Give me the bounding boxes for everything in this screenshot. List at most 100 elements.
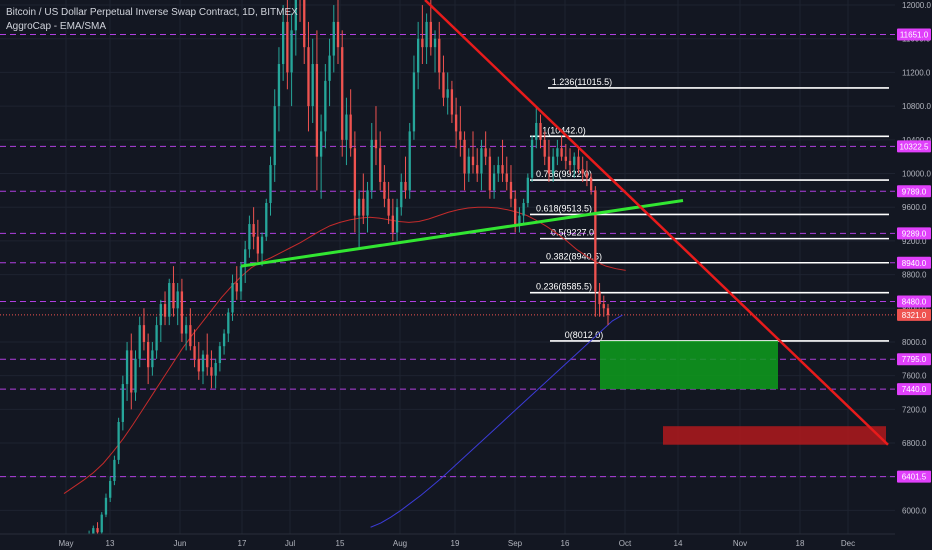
candle-body-59 [315,64,319,157]
candle-body-65 [341,47,344,140]
candle-body-66 [345,114,348,140]
candle-body-9 [104,497,108,515]
candle-body-92 [454,114,458,132]
level-badge-label-2: 9789.0 [902,187,927,196]
y-axis: 6000.06400.06800.07200.07600.08000.08400… [895,0,932,550]
candle-body-41 [239,266,243,292]
candle-body-100 [488,156,492,191]
candles [67,0,610,550]
fib-label-4: 0.5(9227.0) [551,228,597,238]
candle-body-42 [244,249,247,267]
candle-body-58 [311,64,314,107]
y-tick-label-2: 6800.0 [902,439,927,448]
candle-body-10 [109,480,112,498]
x-tick-label-9: 16 [561,539,570,548]
candle-body-30 [193,346,196,359]
x-tick-label-6: Aug [393,539,407,548]
x-tick-label-5: 15 [336,539,345,548]
y-tick-label-9: 9600.0 [902,203,927,212]
level-badge-bg-8 [897,470,931,483]
level-badge-bg-7 [897,383,931,396]
level-badge-label-3: 9289.0 [902,229,927,238]
candle-body-24 [168,283,171,317]
candle-body-18 [142,325,146,342]
fib-label-2: 0.786(9922.0) [536,169,592,179]
candle-body-78 [395,207,399,233]
candle-body-110 [530,139,534,178]
candle-body-88 [438,38,441,73]
x-tick-label-14: Dec [841,539,855,548]
level-badge-bg-5 [897,295,931,308]
candle-body-69 [357,198,361,216]
x-tick-label-12: Nov [733,539,747,548]
candle-body-112 [539,122,542,140]
candle-body-71 [366,190,369,216]
candle-body-72 [370,139,373,191]
support-trendline [240,198,684,268]
candle-body-17 [138,325,141,359]
candle-body-106 [514,198,517,225]
candle-body-67 [349,114,352,149]
candle-body-64 [336,21,340,48]
candle-body-87 [433,38,437,48]
candle-body-101 [492,173,496,191]
candle-body-90 [446,89,449,98]
candle-body-128 [606,308,610,315]
candle-body-25 [172,283,175,309]
candle-body-104 [505,173,508,182]
candle-body-15 [130,350,133,393]
candle-body-44 [252,224,255,237]
x-tick-label-3: 17 [238,539,247,548]
candle-body-8 [100,514,103,533]
candle-body-79 [400,181,403,208]
candle-body-12 [117,421,120,460]
y-tick-label-13: 11200.0 [902,68,931,77]
candle-body-14 [125,350,129,385]
candle-body-45 [256,236,260,254]
y-tick-label-0: 6000.0 [902,506,927,515]
current-price-badge-bg [897,308,931,321]
trendlines[interactable] [240,0,889,446]
candle-body-27 [180,291,184,334]
candle-body-124 [589,177,593,191]
level-badge-label-5: 8480.0 [902,298,927,307]
candle-body-121 [577,156,580,170]
candle-body-61 [324,80,327,132]
candle-body-47 [265,202,268,237]
target-zones[interactable] [600,340,886,445]
candle-body-23 [163,304,167,317]
candle-body-113 [543,139,546,157]
candle-body-95 [467,156,470,174]
x-axis-bg [0,534,932,550]
candle-body-114 [547,156,551,174]
candle-body-54 [294,0,297,31]
candle-body-33 [206,354,209,368]
target-zone-0 [600,340,778,390]
level-badge-bg-1 [897,140,931,153]
x-axis: May 13 Jun 17 Jul 15 Aug 19 Sep 16 Oct 14 Nov 18 Dec [0,533,932,550]
candle-body-52 [286,21,289,73]
chart-title: Bitcoin / US Dollar Perpetual Inverse Sw… [6,7,298,18]
candle-body-62 [328,55,331,81]
candle-body-73 [374,139,378,149]
candle-body-74 [379,148,382,182]
candle-body-53 [290,30,293,73]
candle-body-13 [121,384,125,422]
level-badge-bg-2 [897,185,931,198]
candle-body-123 [585,173,589,178]
candle-body-97 [476,165,479,174]
y-tick-label-12: 10800.0 [902,102,931,111]
candle-body-115 [551,156,555,174]
x-tick-label-11: 14 [674,539,683,548]
level-badge-label-1: 10322.5 [900,142,929,151]
candle-body-107 [518,215,521,225]
y-tick-label-3: 7200.0 [902,405,927,414]
candle-body-80 [404,181,407,191]
candle-body-38 [227,312,230,334]
candle-body-99 [484,148,487,157]
candle-body-21 [155,325,158,351]
candle-body-109 [526,177,530,203]
target-zone-1 [663,426,886,445]
candle-body-20 [151,350,154,368]
